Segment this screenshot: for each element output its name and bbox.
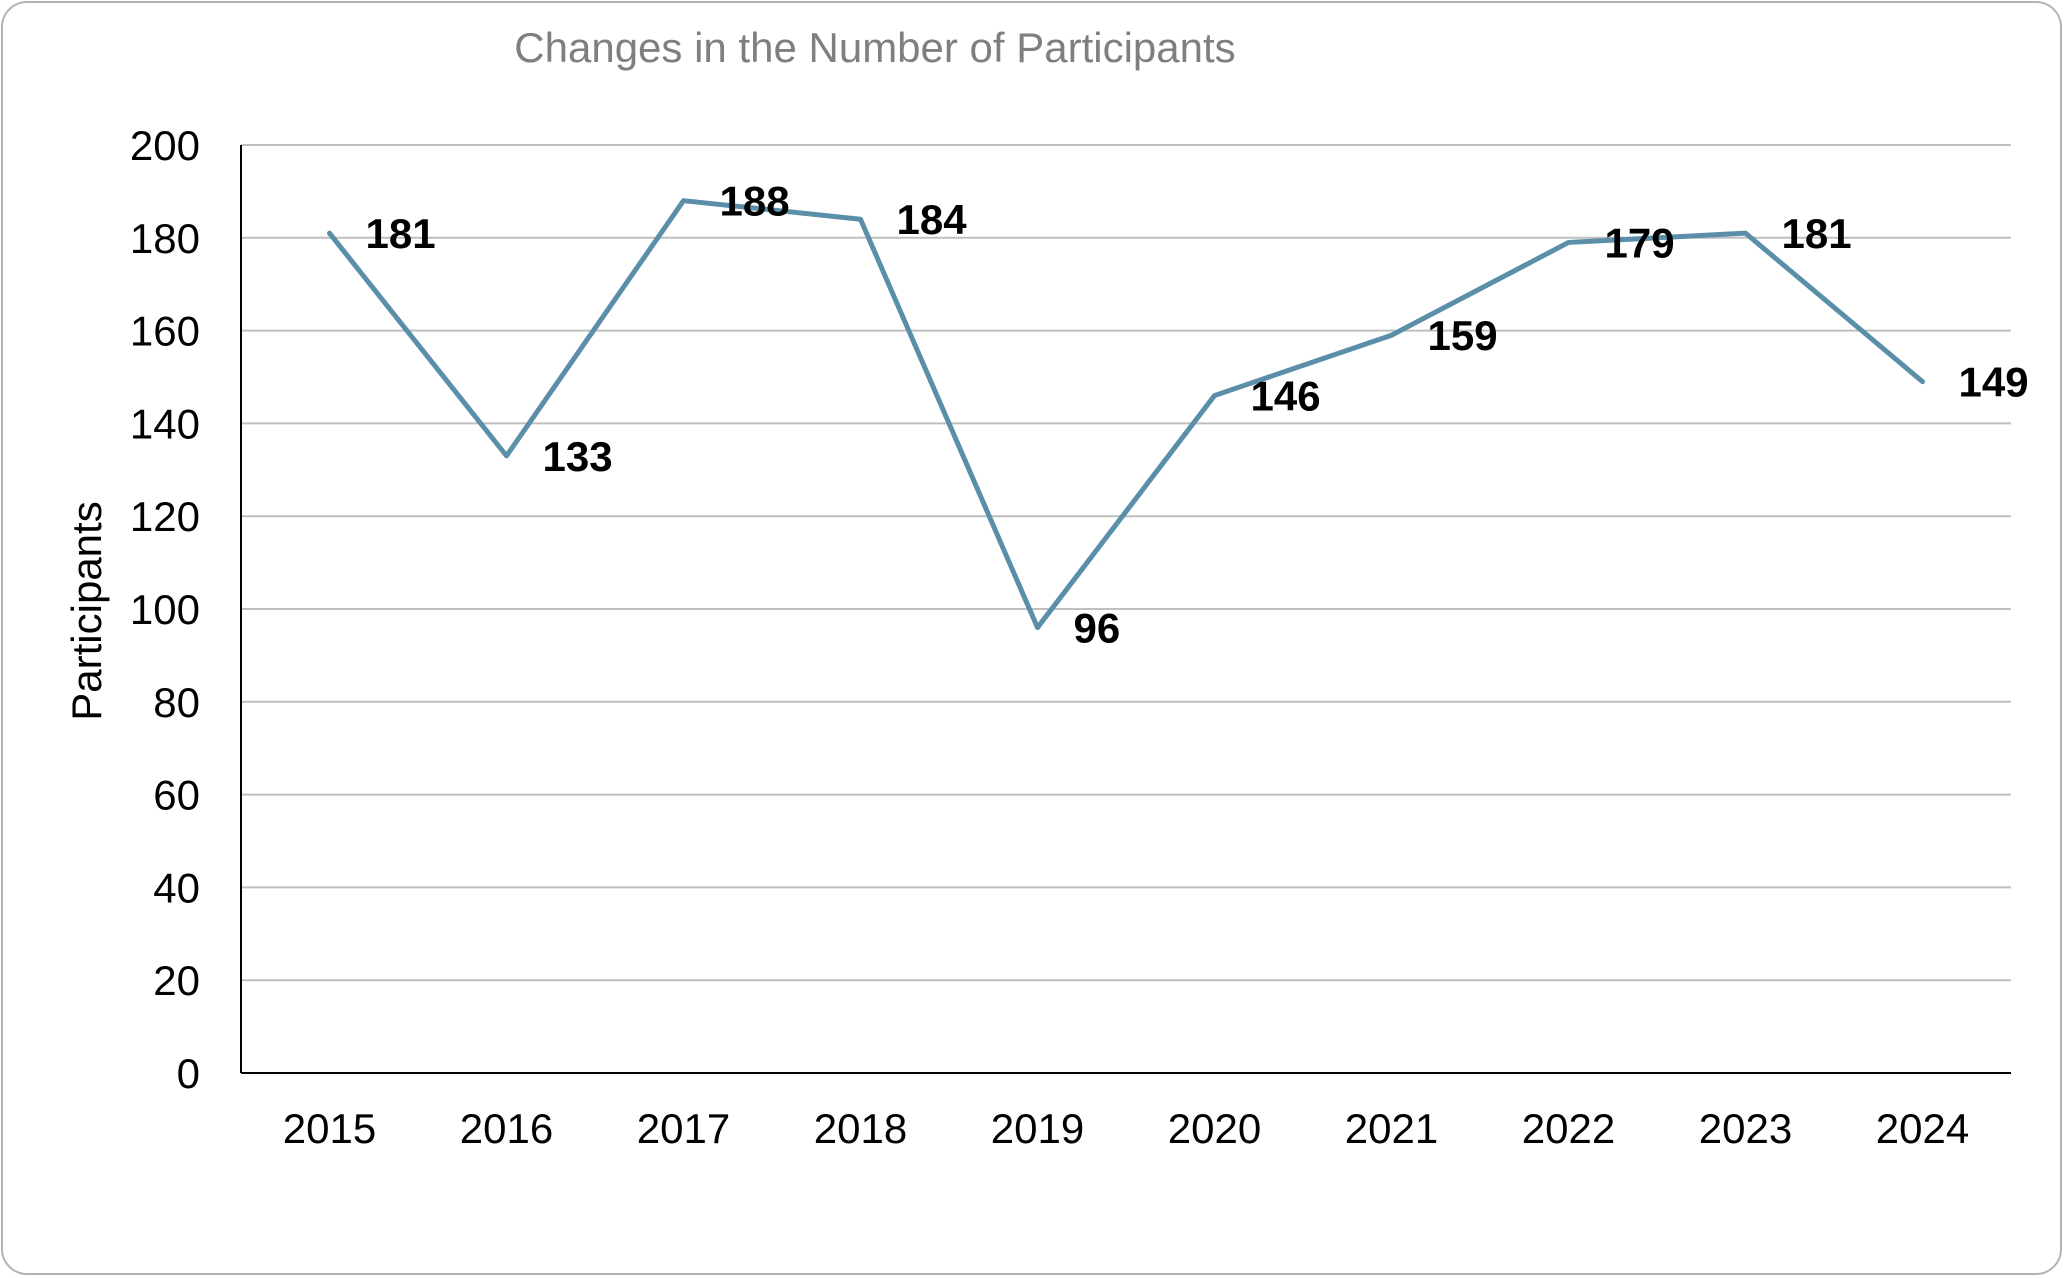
x-tick-label: 2017 bbox=[637, 1105, 730, 1152]
data-label: 133 bbox=[543, 433, 613, 480]
x-tick-label: 2023 bbox=[1699, 1105, 1792, 1152]
y-axis-title: Participants bbox=[63, 501, 110, 720]
x-tick-label: 2020 bbox=[1168, 1105, 1261, 1152]
data-labels: 181 133 188 184 96 146 159 179 181 149 bbox=[366, 178, 2029, 652]
data-label: 146 bbox=[1251, 373, 1321, 420]
data-label: 188 bbox=[720, 178, 790, 225]
y-tick-label: 140 bbox=[130, 400, 200, 447]
x-tick-label: 2016 bbox=[460, 1105, 553, 1152]
y-tick-label: 120 bbox=[130, 493, 200, 540]
x-tick-label: 2018 bbox=[814, 1105, 907, 1152]
y-tick-label: 200 bbox=[130, 122, 200, 169]
y-tick-label: 60 bbox=[153, 772, 200, 819]
x-tick-label: 2022 bbox=[1522, 1105, 1615, 1152]
y-tick-label: 100 bbox=[130, 586, 200, 633]
chart-title: Changes in the Number of Participants bbox=[514, 24, 1235, 71]
data-label: 184 bbox=[897, 196, 968, 243]
y-tick-label: 0 bbox=[177, 1050, 200, 1097]
y-tick-label: 40 bbox=[153, 864, 200, 911]
y-tick-label: 180 bbox=[130, 215, 200, 262]
x-tick-label: 2024 bbox=[1876, 1105, 1969, 1152]
series-line bbox=[327, 198, 1925, 631]
x-tick-label: 2015 bbox=[283, 1105, 376, 1152]
gridlines bbox=[241, 144, 2011, 982]
x-axis-ticks: 2015 2016 2017 2018 2019 2020 2021 2022 2023 2024 bbox=[283, 1105, 1969, 1152]
x-tick-label: 2019 bbox=[991, 1105, 1084, 1152]
y-tick-label: 20 bbox=[153, 957, 200, 1004]
y-axis-ticks: 0 20 40 60 80 100 120 140 160 180 200 bbox=[130, 122, 200, 1097]
data-label: 149 bbox=[1959, 359, 2029, 406]
data-label: 179 bbox=[1605, 219, 1675, 266]
y-tick-label: 80 bbox=[153, 679, 200, 726]
data-label: 181 bbox=[366, 210, 436, 257]
series-group bbox=[327, 198, 1925, 631]
data-label: 159 bbox=[1428, 312, 1498, 359]
data-label: 181 bbox=[1782, 210, 1852, 257]
x-tick-label: 2021 bbox=[1345, 1105, 1438, 1152]
y-tick-label: 160 bbox=[130, 308, 200, 355]
data-label: 96 bbox=[1074, 605, 1121, 652]
